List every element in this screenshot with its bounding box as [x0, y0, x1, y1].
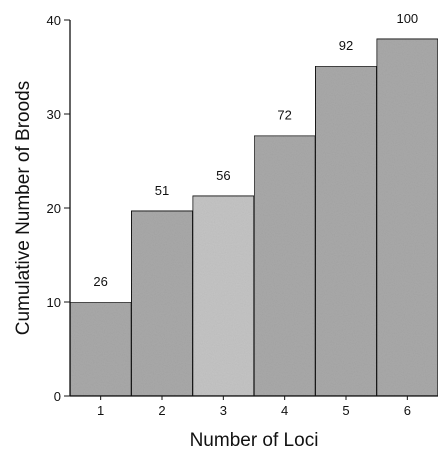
y-tick-label-20: 20 — [47, 201, 61, 216]
bar-6 — [376, 38, 439, 397]
data-labels-group: 26 51 56 72 92 100 — [93, 11, 418, 289]
data-label-2: 51 — [155, 183, 169, 198]
data-label-3: 56 — [216, 168, 230, 183]
bar-5 — [314, 65, 378, 397]
bar-2 — [130, 210, 194, 397]
x-ticks-group: 1 2 3 4 5 6 — [97, 396, 411, 418]
y-axis-title: Cumulative Number of Broods — [13, 81, 34, 336]
data-label-5: 92 — [339, 38, 353, 53]
x-tick-label-6: 6 — [404, 403, 411, 418]
y-tick-label-10: 10 — [47, 295, 61, 310]
bars-group — [69, 38, 439, 397]
data-label-6: 100 — [396, 11, 418, 26]
y-tick-label-30: 30 — [47, 107, 61, 122]
bar-1 — [69, 301, 132, 397]
x-axis-title: Number of Loci — [190, 430, 319, 450]
x-tick-label-4: 4 — [281, 403, 288, 418]
y-tick-label-0: 0 — [54, 389, 61, 404]
data-label-4: 72 — [277, 108, 291, 123]
x-tick-label-5: 5 — [342, 403, 349, 418]
x-tick-label-1: 1 — [97, 403, 104, 418]
x-tick-label-2: 2 — [158, 403, 165, 418]
x-tick-label-3: 3 — [220, 403, 227, 418]
bar-3 — [192, 195, 255, 397]
y-tick-label-40: 40 — [47, 13, 61, 28]
y-ticks-group: 0 10 20 30 40 — [47, 13, 70, 404]
data-label-1: 26 — [93, 274, 107, 289]
bar-4 — [253, 135, 316, 397]
